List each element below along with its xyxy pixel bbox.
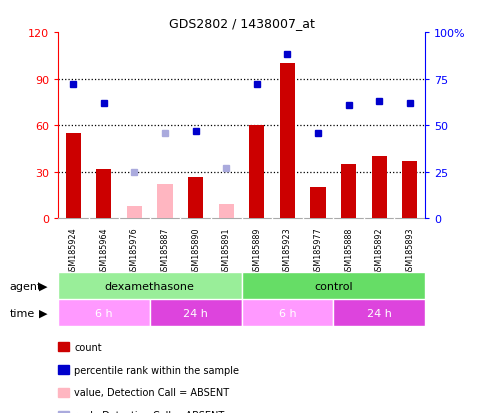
Bar <box>96 169 112 219</box>
Bar <box>311 188 326 219</box>
Text: GSM185924: GSM185924 <box>69 227 78 275</box>
Bar <box>127 206 142 219</box>
Text: GSM185887: GSM185887 <box>160 227 170 275</box>
Bar <box>66 134 81 219</box>
Bar <box>371 157 387 219</box>
Bar <box>58 299 150 326</box>
Text: ▶: ▶ <box>39 281 47 291</box>
Text: GSM185976: GSM185976 <box>130 227 139 275</box>
Bar <box>242 299 333 326</box>
Text: percentile rank within the sample: percentile rank within the sample <box>74 365 240 375</box>
Text: GSM185892: GSM185892 <box>375 227 384 275</box>
Text: GSM185923: GSM185923 <box>283 227 292 275</box>
Bar <box>333 299 425 326</box>
Text: count: count <box>74 342 102 352</box>
Bar <box>188 177 203 219</box>
Bar <box>280 64 295 219</box>
Text: GSM185893: GSM185893 <box>405 227 414 275</box>
Text: 24 h: 24 h <box>367 308 392 318</box>
Text: ▶: ▶ <box>39 308 47 318</box>
Text: control: control <box>314 281 353 291</box>
Text: rank, Detection Call = ABSENT: rank, Detection Call = ABSENT <box>74 410 225 413</box>
Text: agent: agent <box>10 281 42 291</box>
Bar <box>157 185 173 219</box>
Text: time: time <box>10 308 35 318</box>
Text: GDS2802 / 1438007_at: GDS2802 / 1438007_at <box>169 17 314 29</box>
Bar <box>249 126 265 219</box>
Bar <box>242 273 425 299</box>
Text: GSM185891: GSM185891 <box>222 227 231 275</box>
Text: GSM185890: GSM185890 <box>191 227 200 275</box>
Text: GSM185964: GSM185964 <box>99 227 108 275</box>
Text: dexamethasone: dexamethasone <box>105 281 195 291</box>
Text: 6 h: 6 h <box>279 308 296 318</box>
Text: 6 h: 6 h <box>95 308 113 318</box>
Bar <box>219 205 234 219</box>
Text: GSM185977: GSM185977 <box>313 227 323 275</box>
Text: 24 h: 24 h <box>183 308 208 318</box>
Text: value, Detection Call = ABSENT: value, Detection Call = ABSENT <box>74 387 229 397</box>
Text: GSM185889: GSM185889 <box>252 227 261 275</box>
Bar <box>150 299 242 326</box>
Bar <box>402 161 417 219</box>
Bar <box>341 165 356 219</box>
Bar <box>58 273 242 299</box>
Text: GSM185888: GSM185888 <box>344 227 353 275</box>
